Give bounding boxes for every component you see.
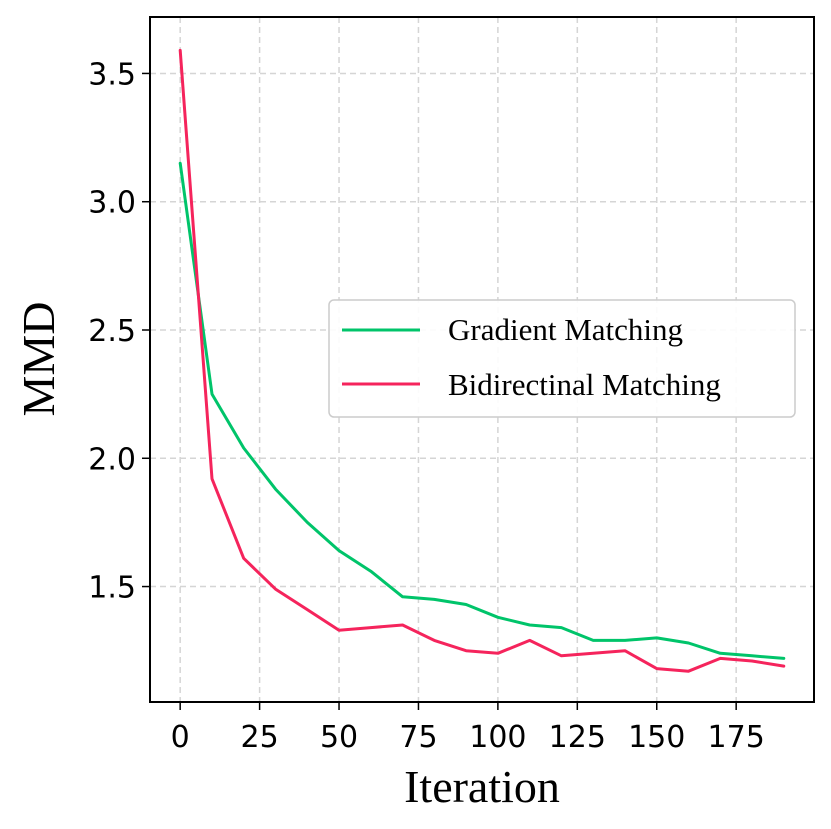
x-tick-label: 75 [399, 720, 437, 755]
y-tick-label: 2.5 [88, 314, 136, 349]
plot-area-frame [149, 16, 815, 703]
y-tick-label: 2.0 [88, 442, 136, 477]
legend-label-bidirectinal-matching: Bidirectinal Matching [448, 367, 721, 402]
legend-label-gradient-matching: Gradient Matching [448, 312, 683, 347]
x-tick-label: 25 [241, 720, 279, 755]
data-series [178, 48, 786, 673]
legend-box [328, 299, 796, 418]
x-tick-label: 50 [320, 720, 358, 755]
x-tick-label: 125 [549, 720, 606, 755]
legend: Gradient Matching Bidirectinal Matching [328, 299, 796, 418]
y-tick-label: 3.0 [88, 186, 136, 221]
y-tick-label: 1.5 [88, 571, 136, 606]
x-tick-label: 150 [628, 720, 685, 755]
y-tick-label: 3.5 [88, 57, 136, 92]
x-tick-label: 100 [469, 720, 526, 755]
x-tick-label: 0 [171, 720, 190, 755]
y-axis-label: MMD [13, 301, 64, 416]
axis-ticks: 0 25 50 75 100 125 150 175 1.5 2.0 2.5 3.0 3.5 [88, 57, 765, 755]
series-line-bidirectinal-matching [178, 48, 786, 673]
x-axis-label: Iteration [404, 761, 560, 812]
x-tick-label: 175 [708, 720, 765, 755]
series-line-gradient-matching [178, 161, 786, 660]
